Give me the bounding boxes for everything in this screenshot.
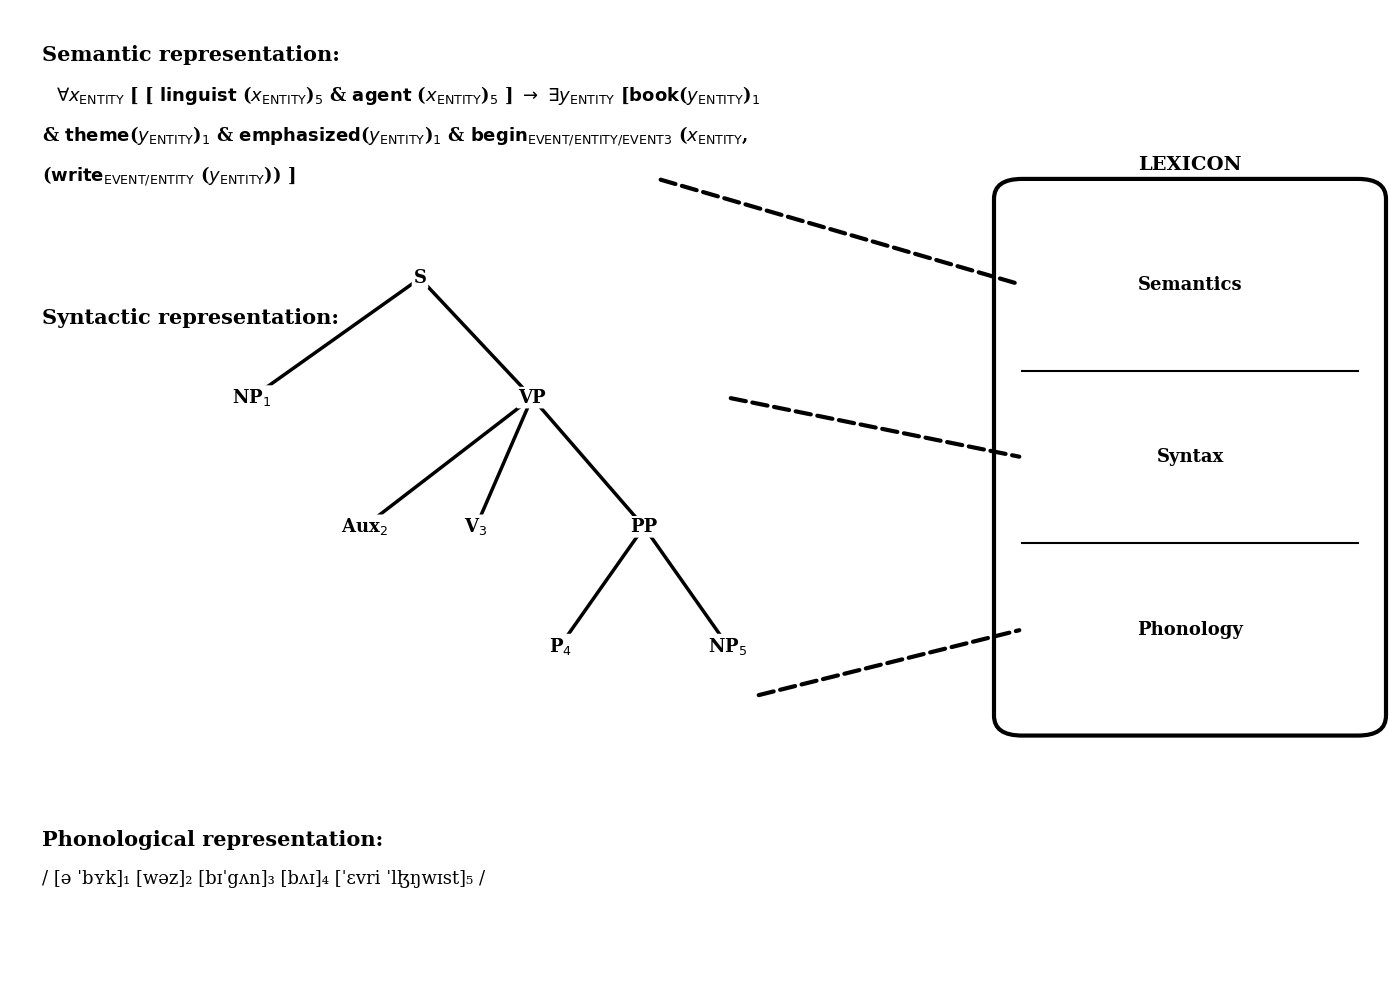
Text: NP$_1$: NP$_1$ [232,387,272,409]
Text: PP: PP [630,518,658,536]
FancyBboxPatch shape [994,179,1386,736]
Text: Phonology: Phonology [1137,620,1243,638]
Text: V$_3$: V$_3$ [465,516,487,538]
Text: NP$_5$: NP$_5$ [708,635,748,657]
Text: LEXICON: LEXICON [1138,156,1242,174]
Text: Semantics: Semantics [1138,276,1242,294]
Text: Phonological representation:: Phonological representation: [42,830,384,850]
Text: $\forall x_{\mathrm{ENTITY}}$ [ [ $\mathbf{linguist}$ ($x_{\mathrm{ENTITY}}$)$_5: $\forall x_{\mathrm{ENTITY}}$ [ [ $\math… [56,84,760,107]
Text: S: S [413,269,427,287]
Text: Semantic representation:: Semantic representation: [42,45,340,65]
Text: Syntactic representation:: Syntactic representation: [42,308,339,328]
Text: VP: VP [518,389,546,407]
Text: Syntax: Syntax [1156,448,1224,466]
Text: ($\mathbf{write}_{\mathrm{EVENT/ENTITY}}$ ($y_{\mathrm{ENTITY}}$)) ]: ($\mathbf{write}_{\mathrm{EVENT/ENTITY}}… [42,164,295,188]
Text: & $\mathbf{theme}$($y_{\mathrm{ENTITY}}$)$_1$ & $\mathbf{emphasized}$($y_{\mathr: & $\mathbf{theme}$($y_{\mathrm{ENTITY}}$… [42,124,749,148]
Text: / [ə ˈbʏk]₁ [wəz]₂ [bɪˈgʌn]₃ [bʌɪ]₄ [ˈɛvri ˈlɮŋwɪst]₅ /: / [ə ˈbʏk]₁ [wəz]₂ [bɪˈgʌn]₃ [bʌɪ]₄ [ˈɛv… [42,870,486,888]
Text: Aux$_2$: Aux$_2$ [340,516,388,538]
Text: P$_4$: P$_4$ [549,635,571,657]
